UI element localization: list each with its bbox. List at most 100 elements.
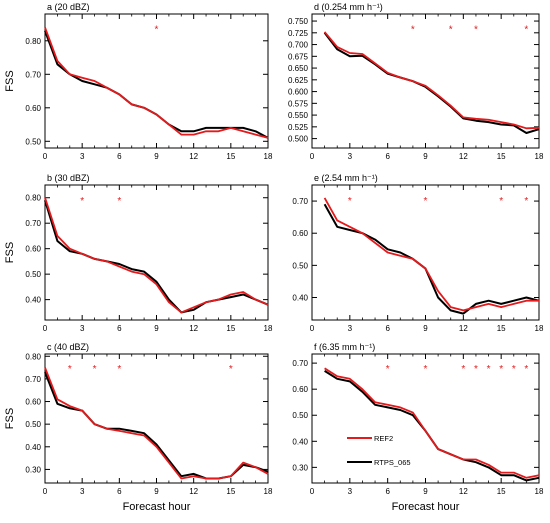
y-tick-label: 0.50 [292,261,308,270]
plot-frame [311,13,540,149]
significance-marker: * [449,25,453,36]
x-tick-label: 0 [310,324,315,333]
significance-marker: * [68,364,72,375]
x-tick-label: 3 [348,324,353,333]
x-tick-label: 6 [117,324,122,333]
y-tick-label: 0.650 [288,64,309,73]
panel-f: 0 3 6 9 12 15 18 0.30 0.40 0.50 0.60 0.70 f (6.35 mm… [292,342,544,513]
y-tick-label: 0.625 [288,76,309,85]
series-line-rtps-065 [323,32,540,134]
x-tick-label: 12 [459,487,468,496]
series-line-ref2 [323,197,539,312]
x-tick-label: 9 [423,487,428,496]
y-tick-label: 0.40 [25,296,41,305]
series-line-ref2 [324,367,540,479]
x-tick-label: 12 [459,324,468,333]
y-tick-label: 0.700 [288,41,309,50]
y-tick-label: 0.40 [292,294,308,303]
x-tick-label: 6 [385,487,390,496]
y-tick-label: 0.550 [288,111,309,120]
panel-e: 0 3 6 9 12 15 18 0.40 0.50 0.60 0.70 e (2.54 mm h⁻¹… [292,173,544,333]
x-tick-label: 0 [43,487,48,496]
y-tick-label: 0.60 [292,385,308,394]
y-tick-label: 0.70 [25,70,41,79]
x-tick-label: 6 [117,152,122,161]
y-tick-label: 0.50 [25,137,41,146]
x-tick-label: 9 [154,487,159,496]
x-tick-label: 6 [385,152,390,161]
significance-marker: * [524,196,528,207]
x-tick-label: 9 [423,324,428,333]
x-tick-label: 18 [264,487,273,496]
x-tick-label: 9 [154,324,159,333]
panel-title: c (40 dBZ) [47,342,89,352]
y-tick-label: 0.80 [25,194,41,203]
x-tick-label: 6 [385,324,390,333]
x-tick-label: 3 [348,487,353,496]
panel-d: 0 3 6 9 12 15 18 0.500 0.525 0.550 0.575 0.600 0.625… [288,2,544,161]
y-axis-label: FSS [4,70,16,91]
y-tick-label: 0.50 [25,270,41,279]
panel-a: 0 3 6 9 12 15 18 0.50 0.60 0.70 0.80 a (20 dBZ) FSS * [4,2,273,161]
series-line-rtps-065 [44,371,269,480]
x-tick-label: 3 [80,487,85,496]
legend-label: RTPS_065 [374,458,411,467]
x-tick-label: 6 [117,487,122,496]
significance-marker: * [424,364,428,375]
y-axis-label: FSS [4,242,16,263]
series-line-ref2 [44,27,269,139]
y-tick-label: 0.60 [25,245,41,254]
y-axis-label: FSS [4,408,16,429]
y-tick-label: 0.600 [288,88,309,97]
y-tick-label: 0.80 [25,37,41,46]
y-tick-label: 0.60 [25,398,41,407]
significance-marker: * [512,364,516,375]
panel-title: f (6.35 mm h⁻¹) [314,342,375,352]
significance-marker: * [524,25,528,36]
y-tick-label: 0.60 [292,229,308,238]
y-tick-label: 0.80 [25,352,41,361]
panel-title: d (0.254 mm h⁻¹) [314,2,383,12]
significance-marker: * [117,196,121,207]
x-tick-label: 15 [226,487,235,496]
y-tick-label: 0.30 [292,463,308,472]
legend-label: REF2 [374,434,393,443]
y-tick-label: 0.70 [292,197,308,206]
x-tick-label: 9 [154,152,159,161]
series-line-ref2 [323,31,540,130]
x-tick-label: 12 [189,487,198,496]
x-tick-label: 0 [43,324,48,333]
series-line-rtps-065 [44,30,269,139]
significance-marker: * [487,364,491,375]
x-axis-label: Forecast hour [123,501,191,513]
x-tick-label: 18 [264,152,273,161]
x-tick-label: 3 [80,152,85,161]
series-line-ref2 [44,367,269,480]
y-tick-label: 0.500 [288,135,309,144]
y-tick-label: 0.50 [25,420,41,429]
series-line-ref2 [44,197,269,314]
significance-marker: * [499,364,503,375]
y-tick-label: 0.675 [288,52,309,61]
x-tick-label: 18 [535,324,544,333]
y-tick-label: 0.725 [288,29,309,38]
panel-b: 0 3 6 9 12 15 18 0.40 0.50 0.60 0.70 0.80 b (30 dBZ)… [4,173,273,333]
panel-title: a (20 dBZ) [47,2,90,12]
x-tick-label: 12 [189,152,198,161]
x-tick-label: 12 [189,324,198,333]
x-tick-label: 0 [310,152,315,161]
x-tick-label: 15 [497,324,506,333]
x-tick-label: 0 [43,152,48,161]
panel-c: 0 3 6 9 12 15 18 0.30 0.40 0.50 0.60 0.70 0.80 c (40 … [4,342,273,513]
significance-marker: * [80,196,84,207]
y-tick-label: 0.525 [288,123,309,132]
y-tick-label: 0.40 [25,443,41,452]
x-tick-label: 15 [497,487,506,496]
significance-marker: * [93,364,97,375]
x-tick-label: 12 [459,152,468,161]
y-tick-label: 0.70 [292,359,308,368]
x-tick-label: 15 [226,324,235,333]
panel-title: b (30 dBZ) [47,173,90,183]
y-tick-label: 0.70 [25,375,41,384]
